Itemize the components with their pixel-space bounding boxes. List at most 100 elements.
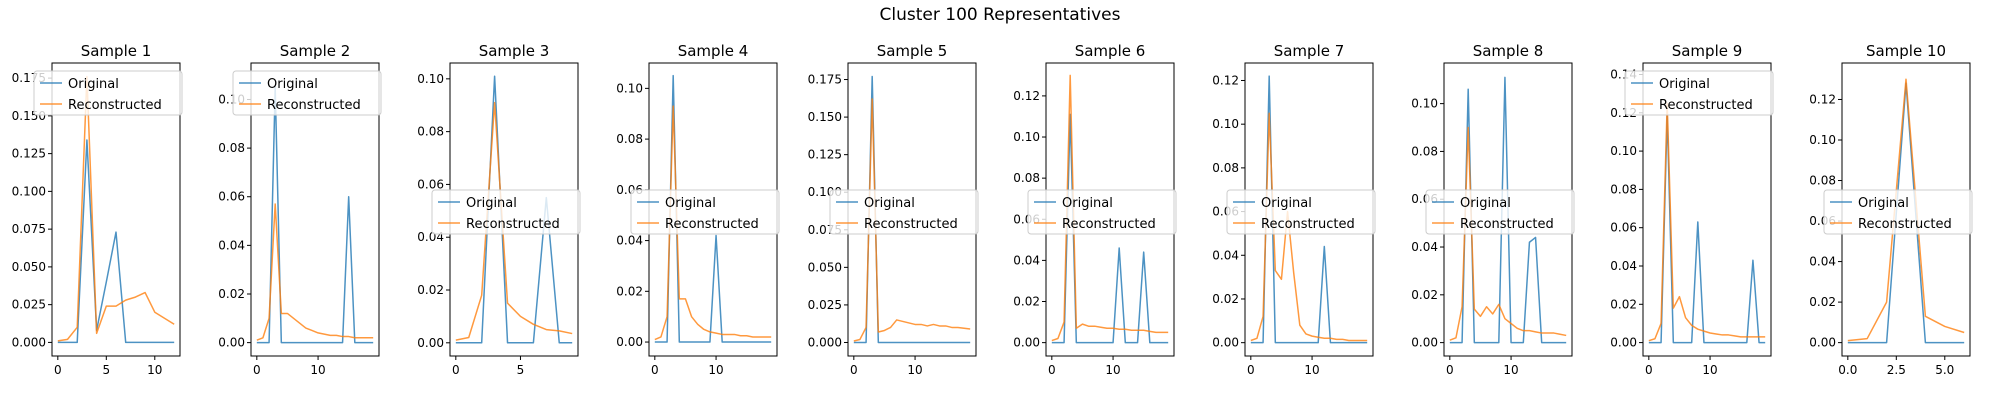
legend: Original Reconstructed [232,70,382,116]
subplot-10: Sample 100.0 2.5 5.00.000.020.040.060.080.… [1809,42,1973,377]
y-tick-label: 0.00 [1610,336,1637,350]
plot-lines [1648,102,1766,344]
y-tick-label: 0.08 [1013,171,1040,185]
axes-frame [1642,62,1772,357]
series-line-original [455,75,573,344]
y-tick-label: 0.02 [1809,295,1836,309]
y-tick-label: 0.10 [1212,117,1239,131]
legend-label-original: Original [1261,196,1312,211]
subplot-9: Sample 90 100.000.020.040.060.080.100.120… [1610,42,1774,377]
axes-frame [51,62,181,357]
legend-label-original: Original [1062,196,1113,211]
plot-lines [1250,75,1368,344]
subplot-title: Sample 1 [81,42,152,60]
x-tick-label: 2.5 [1887,363,1906,377]
y-tick-label: 0.10 [616,81,643,95]
y-tick-label: 0.12 [1013,89,1040,103]
legend: Original Reconstructed [1425,189,1575,235]
series-line-reconstructed [1250,112,1368,342]
series-line-reconstructed [1648,102,1766,342]
x-tick-label: 10 [907,363,922,377]
y-tick-label: 0.04 [1212,248,1239,262]
x-tick-label: 0 [1048,363,1056,377]
x-tick-label: 5.0 [1935,363,1954,377]
plot-lines [256,86,374,344]
legend-label-original: Original [1858,196,1909,211]
legend-label-reconstructed: Reconstructed [665,217,759,232]
y-tick-label: 0.125 [808,148,842,162]
subplot-title: Sample 10 [1866,42,1946,60]
y-tick-label: 0.06 [417,177,444,191]
plot-lines [57,75,175,344]
y-tick-label: 0.000 [12,335,46,349]
y-tick-label: 0.04 [1411,240,1438,254]
y-tick-label: 0.08 [1809,174,1836,188]
plot-lines [455,75,573,344]
y-tick-label: 0.02 [1610,297,1637,311]
plot-lines [853,75,971,344]
series-line-reconstructed [455,101,573,341]
subplot-title: Sample 7 [1274,42,1345,60]
x-tick-label: 10 [1105,363,1120,377]
y-tick-label: 0.02 [616,284,643,298]
series-line-reconstructed [654,105,772,341]
y-tick-label: 0.00 [1013,336,1040,350]
x-tick-label: 5 [517,363,525,377]
y-tick-label: 0.04 [616,234,643,248]
legend: Original Reconstructed [630,189,780,235]
x-tick-label: 0 [651,363,659,377]
x-tick-label: 10 [1503,363,1518,377]
subplot-7: Sample 70 100.000.020.040.060.080.100.12O… [1212,42,1376,377]
subplot-title: Sample 8 [1473,42,1544,60]
y-tick-label: 0.08 [417,125,444,139]
legend: Original Reconstructed [1823,189,1973,235]
legend-box [33,70,183,116]
x-tick-label: 0 [1446,363,1454,377]
subplot-6: Sample 60 100.000.020.040.060.080.100.12O… [1013,42,1177,377]
y-tick-label: 0.075 [12,222,46,236]
legend-label-reconstructed: Reconstructed [1062,217,1156,232]
x-tick-label: 10 [708,363,723,377]
y-tick-label: 0.050 [808,260,842,274]
y-tick-label: 0.04 [218,238,245,252]
y-tick-label: 0.125 [12,147,46,161]
y-tick-label: 0.12 [1809,92,1836,106]
y-tick-label: 0.00 [1411,336,1438,350]
legend-label-original: Original [1460,196,1511,211]
subplot-title: Sample 6 [1075,42,1146,60]
x-tick-label: 5 [102,363,110,377]
legend-box [1226,189,1376,235]
legend-label-reconstructed: Reconstructed [1261,217,1355,232]
figure-title: Cluster 100 Representatives [879,5,1121,25]
y-tick-label: 0.10 [1411,97,1438,111]
y-tick-label: 0.04 [1013,253,1040,267]
series-line-original [256,86,374,344]
x-tick-label: 10 [147,363,162,377]
subplot-title: Sample 9 [1672,42,1743,60]
legend-box [1624,70,1774,116]
legend-label-reconstructed: Reconstructed [1659,98,1753,113]
subplot-1: Sample 1 0 5 10 0.000 0.025 0.050 0.075 0.100 0.1… [12,42,183,377]
legend-box [431,189,581,235]
y-tick-label: 0.050 [12,260,46,274]
y-tick-label: 0.08 [1212,161,1239,175]
subplot-title: Sample 3 [479,42,550,60]
legend-box [630,189,780,235]
legend-label-original: Original [1659,77,1710,92]
subplot-5: Sample 50 100.0000.0250.0500.0750.1000.12… [808,42,979,377]
x-tick-label: 0 [850,363,858,377]
legend-box [1027,189,1177,235]
y-tick-label: 0.025 [808,298,842,312]
y-tick-label: 0.00 [1809,336,1836,350]
legend-box [1425,189,1575,235]
x-tick-label: 0.0 [1838,363,1857,377]
series-line-reconstructed [853,98,971,342]
subplot-3: Sample 30 50.000.020.040.060.080.10Origin… [417,42,581,377]
legend: Original Reconstructed [1226,189,1376,235]
y-tick-label: 0.02 [1013,295,1040,309]
x-tick-label: 0 [452,363,460,377]
y-tick-label: 0.12 [1212,73,1239,87]
legend-label-reconstructed: Reconstructed [466,217,560,232]
x-tick-label: 0 [253,363,261,377]
legend: Original Reconstructed [1027,189,1177,235]
